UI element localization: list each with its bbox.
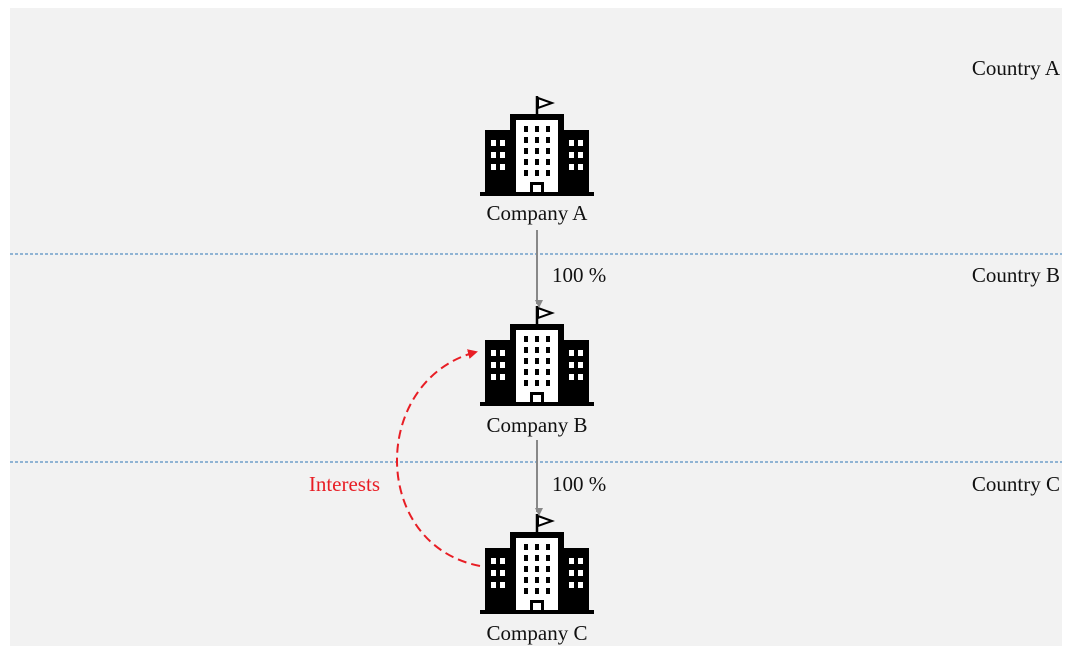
company-label: Company B [487,413,588,437]
ownership-label: 100 % [552,263,606,287]
country-label: Country A [972,56,1061,80]
country-label: Country B [972,263,1060,287]
company-label: Company A [487,201,589,225]
ownership-label: 100 % [552,472,606,496]
interests-arrow [396,349,481,567]
interests-label: Interests [309,472,380,496]
company-label: Company C [487,621,588,645]
country-label: Country C [972,472,1060,496]
